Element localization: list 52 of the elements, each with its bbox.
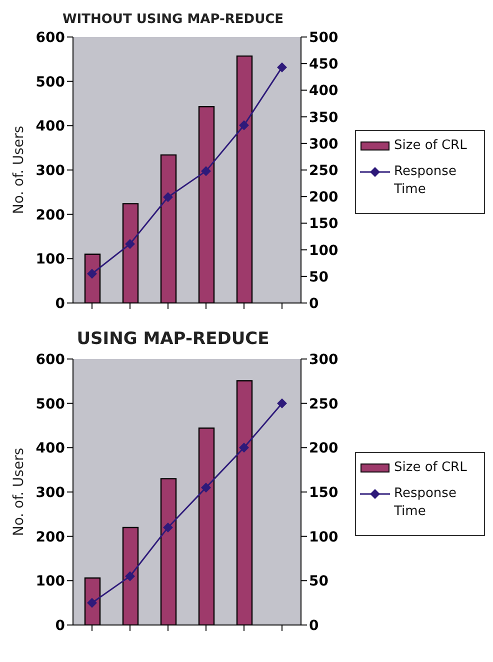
point bbox=[163, 522, 173, 532]
y-tick-label: 600 bbox=[36, 352, 66, 368]
y2-tick-label: 300 bbox=[309, 136, 338, 152]
y-axis-title: No. of. Users bbox=[10, 126, 27, 214]
point bbox=[239, 442, 249, 453]
y2-tick-label: 150 bbox=[309, 484, 338, 501]
point bbox=[277, 62, 287, 72]
y-tick-label: 200 bbox=[36, 207, 66, 224]
y2-tick-label: 400 bbox=[309, 83, 338, 100]
y2-tick-label: 150 bbox=[309, 216, 338, 232]
point bbox=[239, 120, 249, 130]
y2-tick-label: 500 bbox=[309, 30, 338, 46]
y2-tick-label: 200 bbox=[309, 440, 338, 457]
legend-label: Response Time bbox=[394, 163, 458, 199]
y2-tick-label: 200 bbox=[309, 190, 338, 206]
legend-label: Size of CRL bbox=[394, 459, 467, 477]
chart-title: USING MAP-REDUCE bbox=[76, 328, 270, 349]
point bbox=[87, 268, 97, 279]
y2-tick-label: 50 bbox=[309, 574, 329, 590]
point bbox=[201, 166, 211, 176]
y2-tick-label: 350 bbox=[309, 110, 338, 126]
point bbox=[125, 571, 135, 582]
y-tick-label: 300 bbox=[36, 484, 66, 501]
y-axis-title: No. of. Users bbox=[10, 448, 27, 536]
point bbox=[87, 598, 97, 608]
y-tick-label: 500 bbox=[36, 396, 66, 412]
y-tick-label: 100 bbox=[36, 574, 66, 590]
y2-tick-label: 300 bbox=[309, 352, 338, 368]
y-tick-label: 0 bbox=[55, 296, 66, 312]
y2-tick-label: 250 bbox=[309, 396, 338, 412]
y2-tick-label: 250 bbox=[309, 162, 338, 179]
point bbox=[163, 192, 173, 202]
y2-tick-label: 100 bbox=[309, 242, 338, 259]
legend-label: Size of CRL bbox=[394, 137, 467, 155]
y-tick-label: 0 bbox=[55, 618, 66, 634]
y-tick-label: 400 bbox=[36, 440, 66, 457]
y2-tick-label: 0 bbox=[309, 296, 319, 312]
y-tick-label: 100 bbox=[36, 252, 66, 268]
point bbox=[277, 398, 287, 408]
y-tick-label: 600 bbox=[36, 30, 66, 46]
legend-label: Response Time bbox=[394, 485, 458, 521]
y-tick-label: 200 bbox=[36, 529, 66, 546]
point bbox=[201, 482, 211, 493]
chart-title: WITHOUT USING MAP-REDUCE bbox=[61, 11, 285, 27]
y2-tick-label: 0 bbox=[309, 618, 319, 634]
y2-tick-label: 50 bbox=[309, 269, 329, 286]
point bbox=[125, 238, 135, 249]
y-tick-label: 300 bbox=[36, 162, 66, 179]
y-tick-label: 500 bbox=[36, 74, 66, 90]
y2-tick-label: 100 bbox=[309, 529, 338, 546]
y-tick-label: 400 bbox=[36, 118, 66, 135]
y2-tick-label: 450 bbox=[309, 56, 338, 73]
